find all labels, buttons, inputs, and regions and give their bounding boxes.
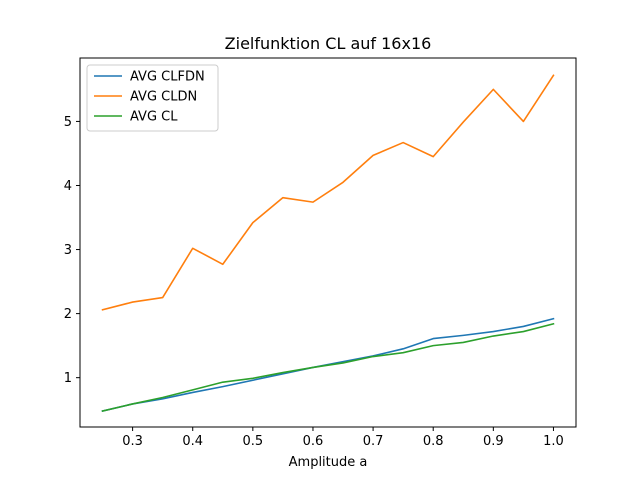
x-axis-label: Amplitude a — [289, 455, 368, 470]
legend-label: AVG CLFDN — [130, 70, 205, 85]
x-tick-label: 0.3 — [122, 434, 143, 449]
series-line-3 — [101, 322, 555, 412]
y-tick-label: 4 — [64, 179, 72, 194]
y-tick-label: 5 — [64, 115, 72, 130]
x-tick-label: 0.9 — [483, 434, 504, 449]
legend-box — [86, 64, 219, 132]
x-tick-label: 0.7 — [363, 434, 384, 449]
x-tick-label: 1.0 — [543, 434, 564, 449]
y-tick-label: 3 — [64, 243, 72, 258]
x-tick-label: 0.8 — [423, 434, 444, 449]
y-axis: 1 2 3 4 5 — [64, 115, 80, 386]
series-layer — [101, 74, 555, 412]
legend: AVG CLFDN AVG CLDN AVG CL — [86, 64, 219, 132]
x-tick-label: 0.4 — [182, 434, 203, 449]
x-tick-label: 0.5 — [243, 434, 264, 449]
legend-label: AVG CL — [130, 110, 178, 125]
plot-frame — [79, 57, 577, 428]
series-line-2 — [101, 74, 555, 311]
y-tick-label: 2 — [64, 307, 72, 322]
legend-label: AVG CLDN — [130, 90, 197, 105]
x-axis: 0.3 0.4 0.5 0.6 0.7 0.8 0.9 1.0 — [122, 427, 564, 449]
y-tick-label: 1 — [64, 371, 72, 386]
x-tick-label: 0.6 — [303, 434, 324, 449]
chart-title: Zielfunktion CL auf 16x16 — [225, 34, 432, 53]
